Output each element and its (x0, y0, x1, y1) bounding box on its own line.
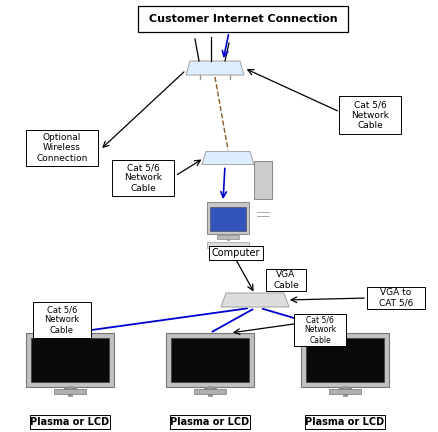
FancyBboxPatch shape (170, 415, 250, 429)
FancyBboxPatch shape (33, 302, 91, 338)
FancyBboxPatch shape (138, 6, 348, 32)
FancyBboxPatch shape (166, 333, 254, 387)
Text: Cat 5/6
Network
Cable: Cat 5/6 Network Cable (44, 305, 80, 335)
Text: Plasma or LCD: Plasma or LCD (30, 417, 110, 427)
FancyBboxPatch shape (339, 96, 401, 134)
FancyBboxPatch shape (254, 161, 272, 199)
Polygon shape (221, 293, 289, 307)
Text: Computer: Computer (212, 248, 260, 258)
FancyBboxPatch shape (329, 389, 361, 394)
FancyBboxPatch shape (294, 314, 346, 346)
FancyBboxPatch shape (54, 389, 86, 394)
FancyBboxPatch shape (112, 160, 174, 196)
FancyBboxPatch shape (30, 415, 110, 429)
FancyBboxPatch shape (217, 235, 239, 239)
FancyBboxPatch shape (301, 333, 389, 387)
FancyBboxPatch shape (306, 338, 384, 382)
FancyBboxPatch shape (305, 415, 385, 429)
FancyBboxPatch shape (26, 333, 114, 387)
Polygon shape (202, 152, 254, 165)
FancyBboxPatch shape (26, 130, 98, 166)
FancyBboxPatch shape (207, 242, 249, 248)
FancyBboxPatch shape (367, 287, 425, 309)
Text: Customer Internet Connection: Customer Internet Connection (148, 14, 337, 24)
Text: Plasma or LCD: Plasma or LCD (305, 417, 385, 427)
Text: Cat 5/6
Network
Cable: Cat 5/6 Network Cable (304, 315, 336, 345)
Text: Plasma or LCD: Plasma or LCD (170, 417, 250, 427)
Text: VGA to
CAT 5/6: VGA to CAT 5/6 (379, 288, 413, 308)
Text: Cat 5/6
Network
Cable: Cat 5/6 Network Cable (351, 100, 389, 130)
FancyBboxPatch shape (210, 207, 246, 231)
FancyBboxPatch shape (171, 338, 249, 382)
Polygon shape (186, 61, 244, 75)
FancyBboxPatch shape (266, 269, 306, 291)
FancyBboxPatch shape (194, 389, 226, 394)
FancyBboxPatch shape (207, 202, 249, 234)
FancyBboxPatch shape (209, 246, 263, 260)
Text: Optional
Wireless
Connection: Optional Wireless Connection (36, 133, 88, 163)
FancyBboxPatch shape (31, 338, 109, 382)
Text: VGA
Cable: VGA Cable (273, 270, 299, 290)
Text: Cat 5/6
Network
Cable: Cat 5/6 Network Cable (124, 163, 162, 193)
